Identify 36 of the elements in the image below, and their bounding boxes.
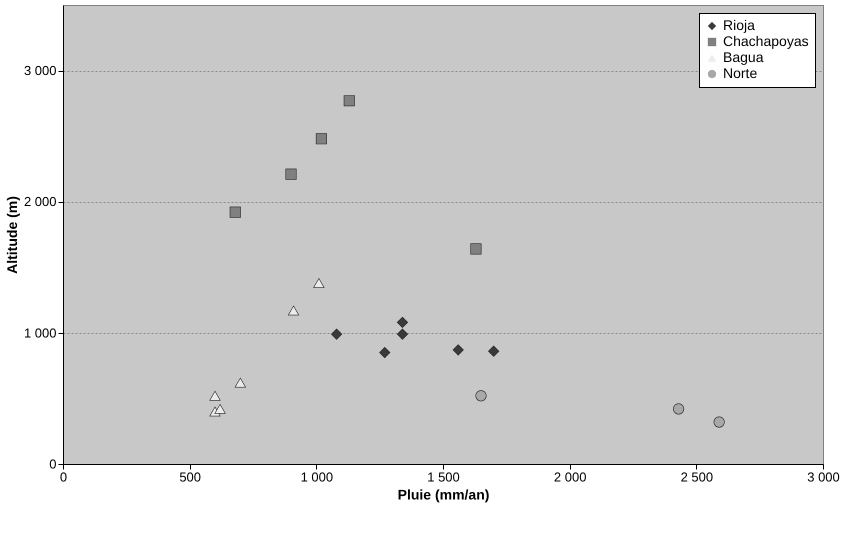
x-tick-label: 0 [60, 470, 68, 484]
x-axis-title: Pluie (mm/an) [398, 486, 490, 502]
y-tick-label: 3 000 [24, 63, 56, 78]
legend-label: Norte [723, 65, 758, 81]
point [714, 416, 725, 428]
point [475, 390, 487, 402]
point [285, 168, 297, 180]
y-tick-label: 1 000 [24, 325, 56, 340]
point [396, 316, 408, 328]
x-tick-label: 1 500 [427, 470, 460, 484]
y-axis-title: Altitude (m) [4, 196, 20, 274]
x-tick-label: 3 000 [807, 470, 840, 484]
point [488, 346, 500, 357]
point [209, 390, 221, 401]
point [379, 346, 390, 358]
point [452, 344, 464, 356]
point [673, 403, 684, 414]
point [214, 404, 226, 414]
legend-label: Rioja [723, 17, 756, 33]
y-tick-label: 2 000 [24, 194, 56, 210]
legend-label: Bagua [723, 49, 764, 65]
point [396, 328, 408, 340]
x-tick-label: 2 500 [680, 470, 714, 484]
x-tick-label: 2 000 [554, 470, 586, 484]
point [230, 206, 241, 218]
point [316, 133, 327, 144]
y-tick-label: 0 [49, 456, 56, 472]
x-tick-label: 1 000 [300, 470, 334, 484]
x-tick-label: 500 [179, 470, 202, 484]
point [331, 328, 342, 340]
point [234, 378, 246, 388]
point [344, 95, 355, 106]
point [313, 278, 324, 288]
legend-label: Chachapoyas [723, 33, 809, 49]
point [470, 243, 482, 254]
point [288, 306, 300, 316]
